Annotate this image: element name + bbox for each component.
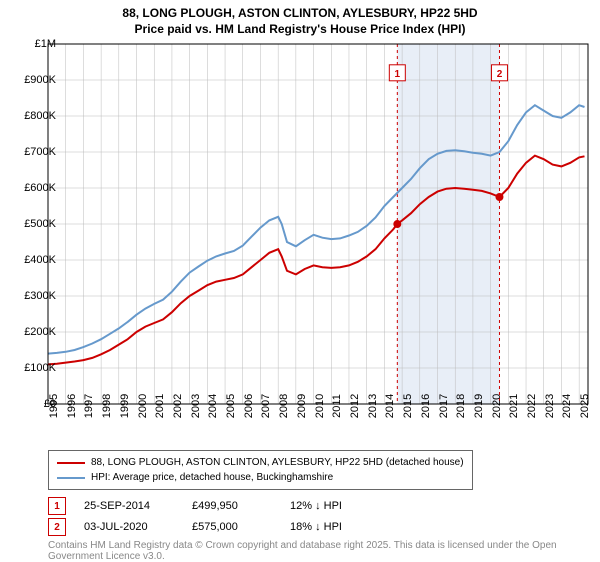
x-tick-label: 2022 (526, 394, 538, 418)
event-price: £499,950 (192, 500, 272, 512)
x-tick-label: 2003 (190, 394, 202, 418)
svg-text:2: 2 (497, 69, 503, 80)
event-row: 1 25-SEP-2014 £499,950 12% ↓ HPI (48, 497, 342, 515)
svg-text:1: 1 (395, 69, 401, 80)
x-tick-label: 2004 (207, 394, 219, 418)
x-tick-label: 2018 (455, 394, 467, 418)
legend-label: 88, LONG PLOUGH, ASTON CLINTON, AYLESBUR… (91, 455, 464, 470)
x-tick-label: 2023 (544, 394, 556, 418)
x-tick-label: 1997 (83, 394, 95, 418)
x-tick-label: 2011 (331, 394, 343, 418)
y-tick-label: £600K (24, 182, 56, 194)
x-tick-label: 2002 (172, 394, 184, 418)
x-tick-label: 2009 (296, 394, 308, 418)
event-row: 2 03-JUL-2020 £575,000 18% ↓ HPI (48, 518, 342, 536)
legend-item: HPI: Average price, detached house, Buck… (57, 470, 464, 485)
y-tick-label: £400K (24, 254, 56, 266)
legend-swatch (57, 462, 85, 464)
y-tick-label: £500K (24, 218, 56, 230)
x-tick-label: 2015 (402, 394, 414, 418)
legend-swatch (57, 477, 85, 479)
x-tick-label: 2010 (314, 394, 326, 418)
x-tick-label: 2014 (384, 394, 396, 418)
event-date: 03-JUL-2020 (84, 521, 174, 533)
y-tick-label: £700K (24, 146, 56, 158)
x-tick-label: 2007 (260, 394, 272, 418)
y-tick-label: £800K (24, 110, 56, 122)
title-line-2: Price paid vs. HM Land Registry's House … (0, 22, 600, 38)
title-line-1: 88, LONG PLOUGH, ASTON CLINTON, AYLESBUR… (0, 6, 600, 22)
x-tick-label: 2000 (137, 394, 149, 418)
x-tick-label: 1999 (119, 394, 131, 418)
legend-label: HPI: Average price, detached house, Buck… (91, 470, 333, 485)
chart-plot-area: 12 (48, 44, 588, 404)
x-tick-label: 2013 (367, 394, 379, 418)
x-tick-label: 2012 (349, 394, 361, 418)
chart-title-block: 88, LONG PLOUGH, ASTON CLINTON, AYLESBUR… (0, 0, 600, 37)
x-tick-label: 2016 (420, 394, 432, 418)
copyright-text: Contains HM Land Registry data © Crown c… (48, 540, 600, 562)
event-price: £575,000 (192, 521, 272, 533)
chart-container: 88, LONG PLOUGH, ASTON CLINTON, AYLESBUR… (0, 0, 600, 560)
x-tick-label: 2019 (473, 394, 485, 418)
x-tick-label: 1998 (101, 394, 113, 418)
y-tick-label: £1M (35, 38, 56, 50)
y-tick-label: £900K (24, 74, 56, 86)
event-delta: 12% ↓ HPI (290, 500, 342, 512)
event-badge: 1 (48, 497, 66, 515)
y-tick-label: £300K (24, 290, 56, 302)
x-tick-label: 2017 (438, 394, 450, 418)
x-tick-label: 2005 (225, 394, 237, 418)
x-tick-label: 2006 (243, 394, 255, 418)
x-tick-label: 2021 (508, 394, 520, 418)
legend-item: 88, LONG PLOUGH, ASTON CLINTON, AYLESBUR… (57, 455, 464, 470)
y-tick-label: £200K (24, 326, 56, 338)
x-tick-label: 2020 (491, 394, 503, 418)
event-date: 25-SEP-2014 (84, 500, 174, 512)
legend: 88, LONG PLOUGH, ASTON CLINTON, AYLESBUR… (48, 450, 473, 490)
event-badge: 2 (48, 518, 66, 536)
x-tick-label: 1996 (66, 394, 78, 418)
event-delta: 18% ↓ HPI (290, 521, 342, 533)
x-tick-label: 2024 (561, 394, 573, 418)
chart-svg: 12 (48, 44, 588, 404)
x-tick-label: 2001 (154, 394, 166, 418)
y-tick-label: £100K (24, 362, 56, 374)
x-tick-label: 2008 (278, 394, 290, 418)
x-tick-label: 1995 (48, 394, 60, 418)
x-tick-label: 2025 (579, 394, 591, 418)
